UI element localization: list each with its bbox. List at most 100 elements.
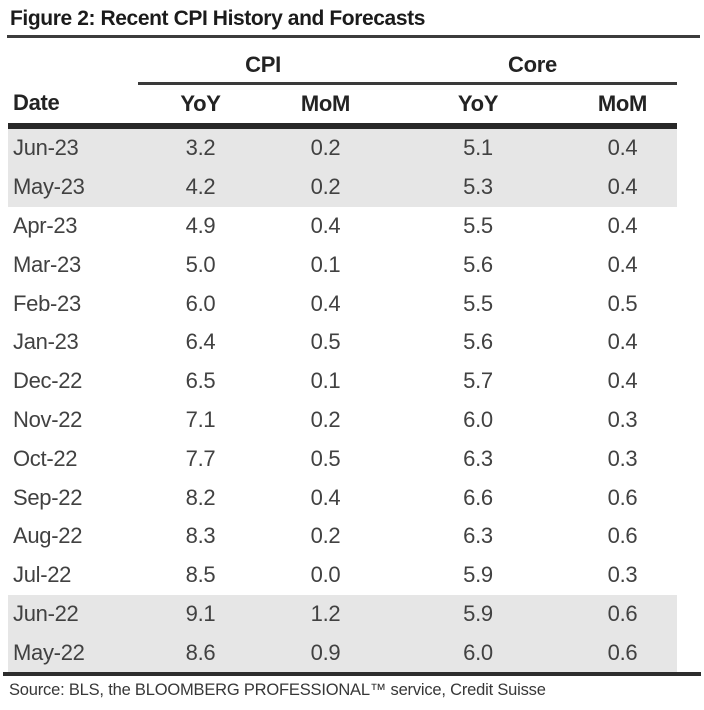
- cell-core-yoy: 5.6: [463, 251, 493, 277]
- cell-cpi-mom: 0.2: [310, 135, 341, 161]
- cell-date: Nov-22: [13, 406, 83, 432]
- cell-core-mom: 0.6: [607, 484, 638, 510]
- table-row: Mar-23 5.0 0.1 5.6 0.4: [8, 245, 677, 284]
- source-note: Source: BLS, the BLOOMBERG PROFESSIONAL™…: [9, 681, 546, 700]
- table-row: Aug-22 8.3 0.2 6.3 0.6: [8, 517, 677, 556]
- table-row: Nov-22 7.1 0.2 6.0 0.3: [8, 401, 677, 440]
- cell-cpi-yoy: 3.2: [185, 135, 216, 161]
- cell-cpi-yoy: 8.3: [185, 523, 216, 549]
- table-row: Jun-22 9.1 1.2 5.9 0.6: [8, 594, 677, 634]
- table-body: Jun-23 3.2 0.2 5.1 0.4 May-23 4.2 0.2 5.3 0.4 Apr-…: [8, 126, 677, 673]
- cpi-forecast-table: CPI Core Date YoY MoM YoY MoM Jun-23 3.2 0…: [8, 38, 677, 673]
- cell-date: Jun-23: [13, 135, 79, 161]
- col-header-cpi-yoy: YoY: [138, 83, 263, 129]
- table-row: Jul-22 8.5 0.0 5.9 0.3: [8, 556, 677, 595]
- cell-cpi-yoy: 6.5: [185, 368, 216, 394]
- cell-core-yoy: 5.9: [463, 562, 493, 588]
- group-header-core: Core: [388, 38, 677, 85]
- cell-core-yoy: 6.3: [463, 445, 493, 471]
- cell-date: Dec-22: [13, 368, 83, 394]
- cell-core-mom: 0.4: [607, 368, 638, 394]
- figure-title: Figure 2: Recent CPI History and Forecas…: [10, 7, 425, 30]
- table-row: Jan-23 6.4 0.5 5.6 0.4: [8, 323, 677, 362]
- cell-core-yoy: 5.6: [463, 329, 493, 355]
- cell-core-yoy: 6.6: [463, 484, 493, 510]
- cell-cpi-mom: 0.2: [310, 406, 341, 432]
- cell-cpi-yoy: 8.5: [185, 562, 216, 588]
- table-row: Sep-22 8.2 0.4 6.6 0.6: [8, 478, 677, 517]
- cell-core-mom: 0.3: [607, 445, 638, 471]
- cell-cpi-mom: 0.9: [310, 639, 341, 665]
- cell-core-mom: 0.5: [607, 290, 638, 316]
- cell-date: Aug-22: [13, 523, 83, 549]
- col-header-cpi-mom: MoM: [263, 83, 388, 129]
- cell-core-mom: 0.4: [607, 329, 638, 355]
- cell-cpi-yoy: 8.6: [185, 639, 216, 665]
- cell-cpi-mom: 0.5: [310, 329, 341, 355]
- cell-core-yoy: 5.9: [463, 600, 493, 626]
- cell-cpi-yoy: 6.0: [185, 290, 216, 316]
- bottom-rule: [3, 672, 701, 677]
- cell-date: May-23: [13, 174, 85, 200]
- column-header-row: Date YoY MoM YoY MoM: [8, 83, 677, 129]
- cell-core-yoy: 5.7: [463, 368, 493, 394]
- cell-core-yoy: 5.3: [463, 174, 493, 200]
- cell-cpi-yoy: 7.1: [185, 406, 216, 432]
- cell-core-mom: 0.6: [607, 639, 638, 665]
- cell-date: Jul-22: [13, 562, 72, 588]
- cell-cpi-yoy: 9.1: [185, 600, 216, 626]
- cell-core-mom: 0.6: [607, 600, 638, 626]
- cell-date: Oct-22: [13, 445, 78, 471]
- col-header-date: Date: [8, 83, 138, 129]
- table-row: May-22 8.6 0.9 6.0 0.6: [8, 633, 677, 673]
- cell-cpi-mom: 1.2: [310, 600, 341, 626]
- table-row: Apr-23 4.9 0.4 5.5 0.4: [8, 207, 677, 246]
- cell-core-mom: 0.4: [607, 174, 638, 200]
- group-header-cpi: CPI: [138, 38, 388, 85]
- cell-cpi-mom: 0.4: [310, 484, 341, 510]
- cell-core-mom: 0.3: [607, 562, 638, 588]
- cell-cpi-yoy: 4.2: [185, 174, 216, 200]
- cell-core-yoy: 6.0: [463, 406, 493, 432]
- cell-cpi-yoy: 4.9: [185, 212, 216, 238]
- cell-date: Jun-22: [13, 600, 79, 626]
- cell-date: Mar-23: [13, 251, 81, 277]
- cell-cpi-mom: 0.4: [310, 212, 341, 238]
- cell-cpi-yoy: 6.4: [185, 329, 216, 355]
- cell-cpi-mom: 0.1: [310, 368, 341, 394]
- table-row: Jun-23 3.2 0.2 5.1 0.4: [8, 126, 677, 168]
- table-row: Oct-22 7.7 0.5 6.3 0.3: [8, 439, 677, 478]
- title-rule: [7, 35, 700, 38]
- cell-cpi-mom: 0.2: [310, 174, 341, 200]
- cell-date: Feb-23: [13, 290, 81, 316]
- cell-cpi-mom: 0.2: [310, 523, 341, 549]
- cell-cpi-mom: 0.0: [310, 562, 341, 588]
- cell-cpi-mom: 0.1: [310, 251, 341, 277]
- col-header-core-yoy: YoY: [388, 83, 568, 129]
- cell-core-mom: 0.6: [607, 523, 638, 549]
- table-row: Dec-22 6.5 0.1 5.7 0.4: [8, 362, 677, 401]
- cell-cpi-yoy: 7.7: [185, 445, 216, 471]
- cell-core-yoy: 6.3: [463, 523, 493, 549]
- col-header-core-mom: MoM: [568, 83, 677, 129]
- cell-core-mom: 0.4: [607, 135, 638, 161]
- cell-date: Sep-22: [13, 484, 83, 510]
- cell-core-yoy: 6.0: [463, 639, 493, 665]
- cell-date: Apr-23: [13, 212, 78, 238]
- cell-core-mom: 0.4: [607, 212, 638, 238]
- cell-cpi-mom: 0.5: [310, 445, 341, 471]
- table-row: Feb-23 6.0 0.4 5.5 0.5: [8, 284, 677, 323]
- cell-core-yoy: 5.1: [463, 135, 493, 161]
- group-header-row: CPI Core: [8, 38, 677, 85]
- cell-cpi-mom: 0.4: [310, 290, 341, 316]
- group-header-spacer: [8, 38, 138, 84]
- cell-date: Jan-23: [13, 329, 79, 355]
- table-row: May-23 4.2 0.2 5.3 0.4: [8, 167, 677, 207]
- cell-core-mom: 0.3: [607, 406, 638, 432]
- cell-date: May-22: [13, 639, 85, 665]
- cell-cpi-yoy: 5.0: [185, 251, 216, 277]
- cell-core-yoy: 5.5: [463, 212, 493, 238]
- cell-core-yoy: 5.5: [463, 290, 493, 316]
- cell-core-mom: 0.4: [607, 251, 638, 277]
